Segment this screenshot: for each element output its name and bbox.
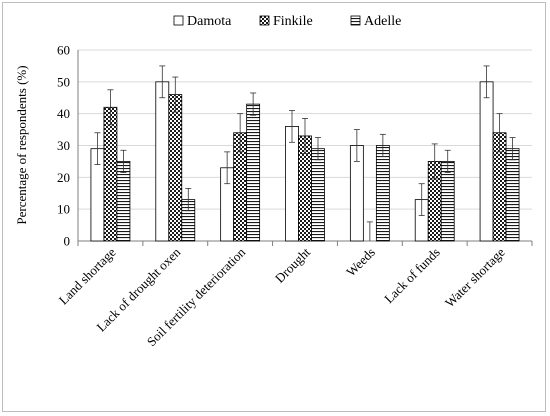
legend: Damota Finkile Adelle: [173, 14, 401, 29]
bar-damota: [285, 126, 299, 242]
bar-damota: [479, 81, 494, 242]
y-axis-label: Percentage of respondents (%): [14, 65, 29, 224]
legend-swatch-damota: [173, 15, 184, 26]
y-tick-label: 50: [57, 74, 70, 89]
x-tick-label: Drought: [272, 244, 314, 286]
bar-finkile: [103, 106, 118, 242]
x-tick-label: Water shortage: [442, 244, 508, 310]
bar-finkile: [168, 94, 183, 242]
bars: [90, 81, 520, 242]
bar-adelle: [116, 161, 131, 242]
y-tick-label: 10: [57, 202, 70, 217]
y-tick-label: 0: [64, 234, 71, 249]
legend-swatch-adelle: [350, 15, 361, 26]
y-tick-label: 30: [57, 138, 70, 153]
bar-adelle: [505, 148, 520, 242]
bar-adelle: [440, 161, 455, 242]
y-tick-labels: 0 10 20 30 40 50 60: [57, 43, 70, 249]
bar-adelle: [246, 103, 261, 242]
error-bars: [94, 65, 516, 241]
y-tick-label: 20: [57, 170, 70, 185]
legend-label-finkile: Finkile: [273, 14, 313, 29]
x-tick-label: Weeds: [343, 245, 378, 280]
bar-damota: [155, 81, 170, 242]
bar-adelle: [375, 145, 390, 242]
y-tick-label: 60: [57, 43, 70, 58]
y-tick-label: 40: [57, 106, 70, 121]
x-tick-label: Land shortage: [56, 244, 119, 307]
x-tick-label: Lack of funds: [381, 245, 443, 307]
legend-label-adelle: Adelle: [364, 14, 401, 29]
legend-label-damota: Damota: [187, 14, 232, 29]
legend-swatch-finkile: [259, 15, 270, 26]
bar-adelle: [311, 148, 325, 242]
